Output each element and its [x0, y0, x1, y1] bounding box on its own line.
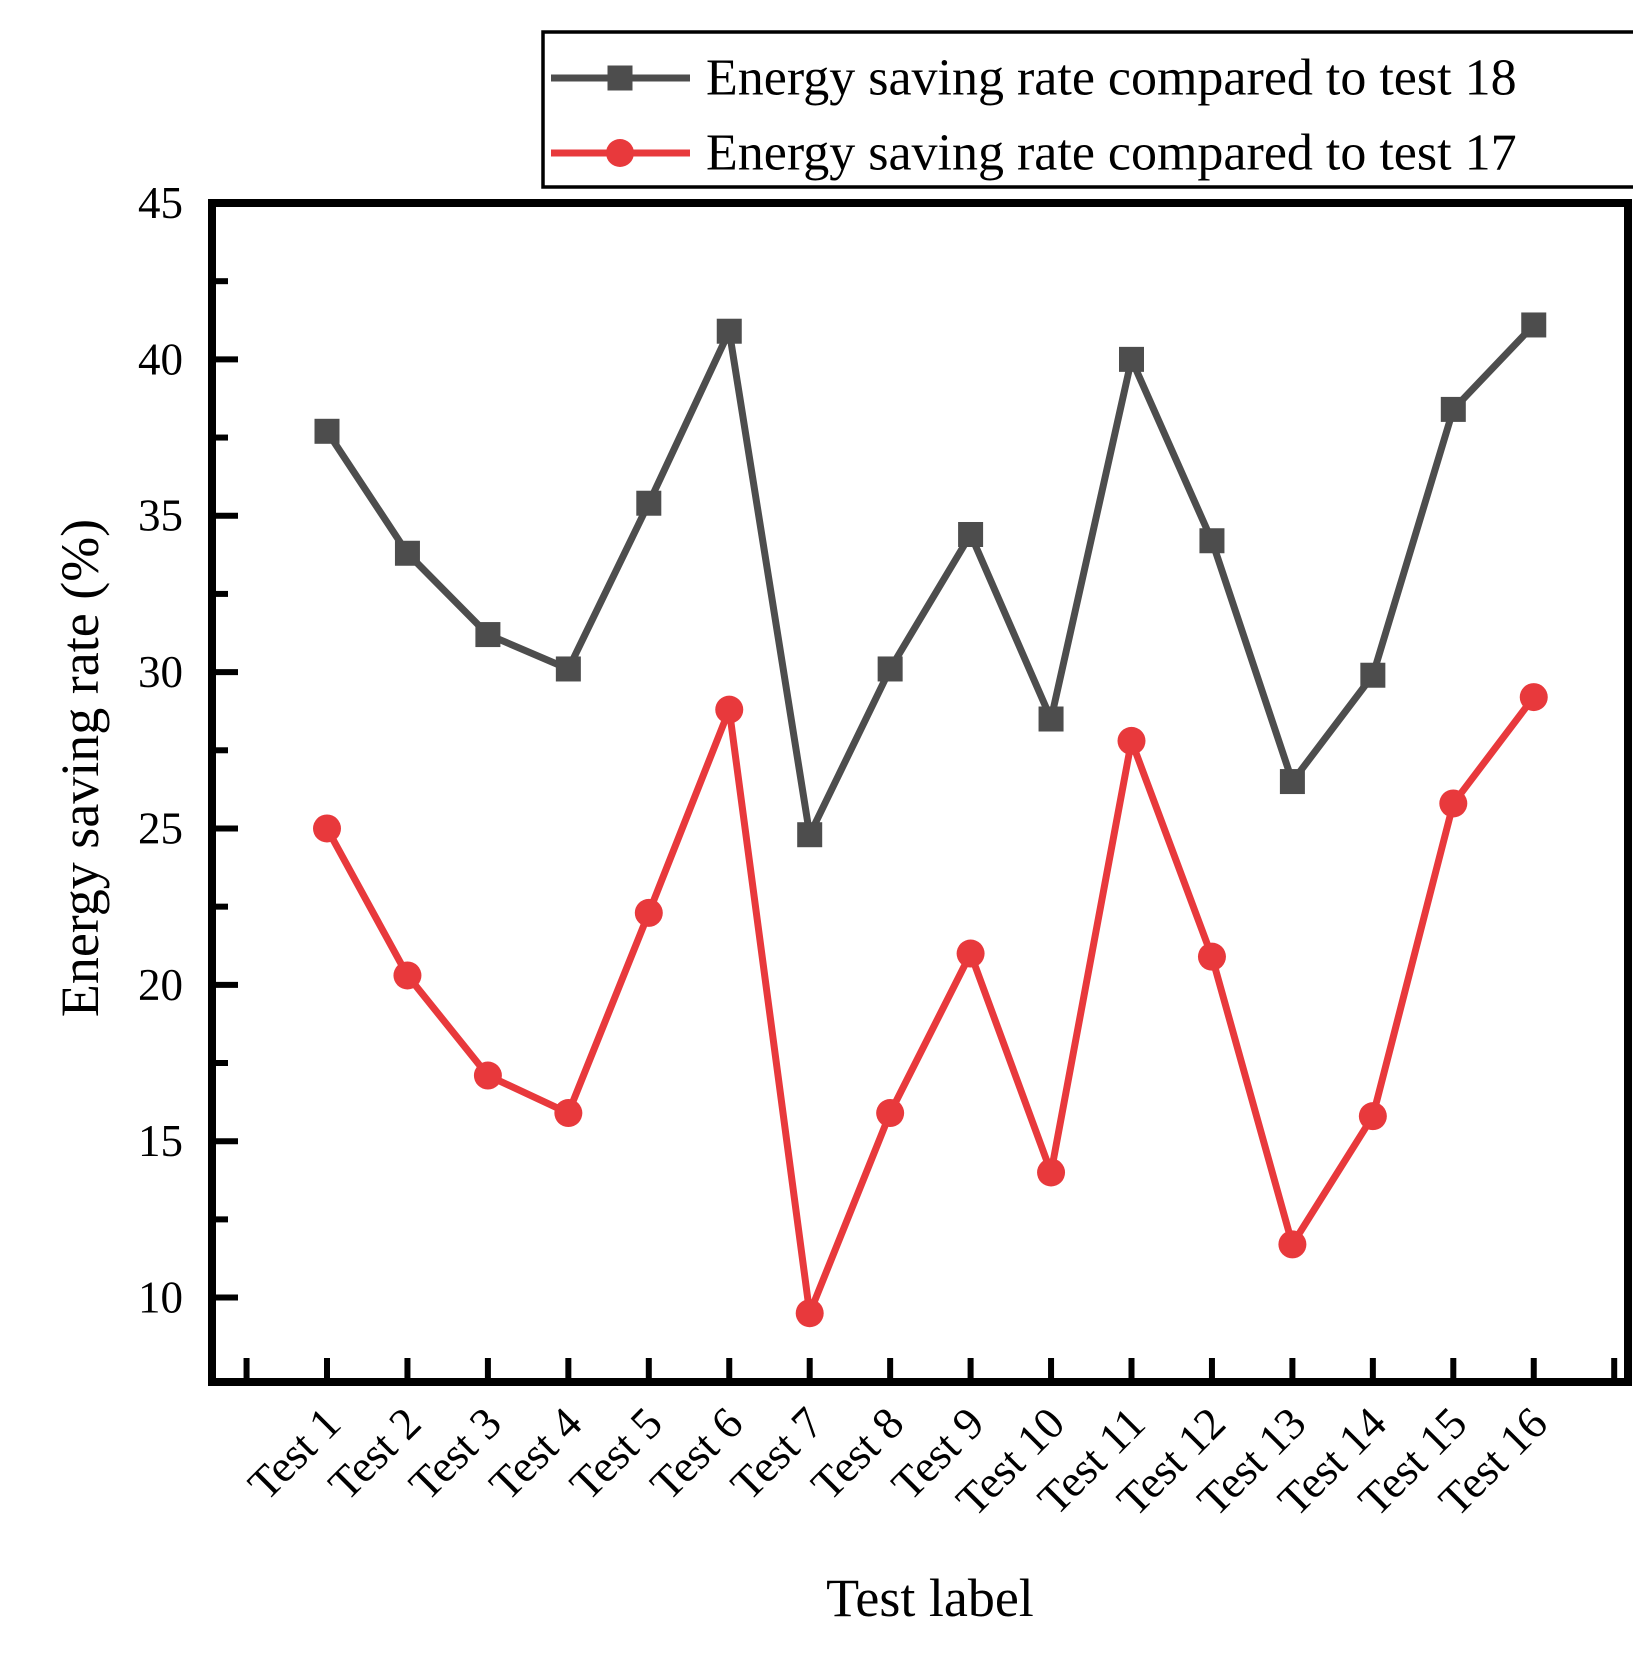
- data-point-square: [1199, 528, 1225, 554]
- data-point-circle: [795, 1299, 824, 1328]
- data-point-circle: [313, 814, 341, 843]
- y-tick-label: 15: [138, 1116, 183, 1166]
- data-point-circle: [393, 961, 422, 990]
- data-point-square: [1440, 396, 1466, 422]
- y-tick-label: 35: [138, 491, 183, 541]
- y-tick-label: 20: [138, 960, 183, 1010]
- y-tick-label: 25: [138, 803, 183, 853]
- data-point-circle: [1519, 683, 1548, 712]
- y-tick-label: 10: [138, 1273, 183, 1323]
- data-point-square: [314, 418, 340, 444]
- legend: Energy saving rate compared to test 18 En…: [541, 30, 1633, 189]
- chart-figure: 45 40 35 30 25 20 15 10 Test 1 Test 2 Test 3 Test 4…: [40, 16, 1633, 1646]
- data-point-square: [1279, 769, 1305, 795]
- data-point-circle: [1439, 789, 1468, 818]
- data-point-circle: [956, 939, 985, 968]
- data-point-square: [475, 622, 501, 648]
- data-point-circle: [1117, 726, 1146, 755]
- data-point-circle: [1358, 1102, 1387, 1131]
- legend-item: Energy saving rate compared to test 18: [551, 50, 1517, 107]
- x-axis-title: Test label: [826, 1568, 1034, 1628]
- legend-box: [541, 30, 1633, 189]
- data-point-circle: [876, 1099, 905, 1128]
- legend-marker-square-icon: [607, 65, 633, 91]
- y-tick-label: 40: [138, 334, 183, 384]
- plot-frame: [208, 199, 1632, 1386]
- data-point-circle: [715, 695, 744, 724]
- series-line-test18: [324, 322, 1537, 839]
- data-point-square: [394, 540, 420, 566]
- data-point-square: [636, 490, 662, 516]
- data-point-square: [1360, 662, 1386, 688]
- data-point-square: [1119, 346, 1144, 372]
- data-point-square: [555, 656, 581, 682]
- y-tick-label: 45: [138, 178, 183, 228]
- data-point-square: [1038, 706, 1064, 732]
- legend-marker-circle-icon: [606, 139, 634, 167]
- data-point-square: [958, 521, 984, 547]
- legend-item: Energy saving rate compared to test 17: [551, 125, 1517, 182]
- data-point-circle: [634, 898, 663, 927]
- data-point-circle: [473, 1061, 502, 1090]
- series-line-test17: [323, 695, 1537, 1317]
- data-point-square: [877, 656, 903, 682]
- data-point-square: [1521, 312, 1547, 338]
- legend-item-label: Energy saving rate compared to test 18: [706, 50, 1517, 107]
- legend-item-label: Energy saving rate compared to test 17: [706, 125, 1517, 182]
- figure-background: [40, 16, 1633, 1646]
- data-point-circle: [1197, 942, 1226, 971]
- data-point-circle: [1278, 1230, 1307, 1259]
- data-point-circle: [1037, 1158, 1066, 1187]
- data-point-square: [716, 318, 742, 344]
- data-point-circle: [554, 1099, 583, 1128]
- data-point-square: [797, 822, 823, 848]
- y-tick-label: 30: [138, 647, 183, 697]
- y-axis-title: Energy saving rate (%): [50, 519, 110, 1017]
